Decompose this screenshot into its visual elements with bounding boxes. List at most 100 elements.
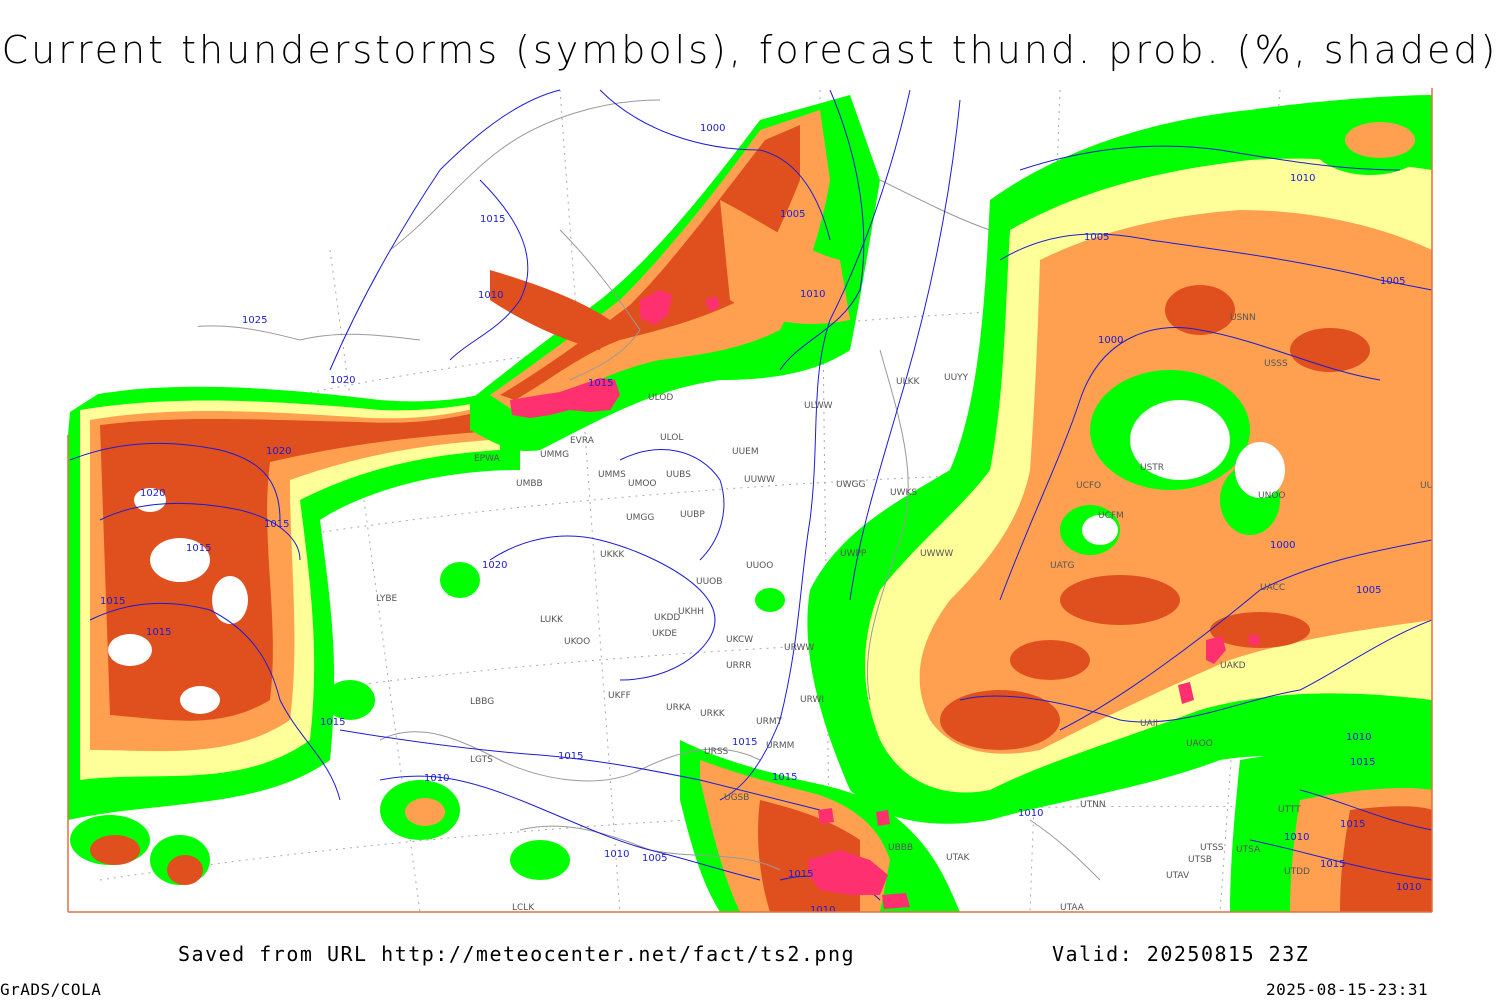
isobar-label: 1000 [1270,540,1295,551]
station-label: URMT [756,717,783,727]
station-label: UATG [1050,561,1075,571]
station-label: USTR [1140,463,1164,473]
station-label: UAII [1140,719,1158,729]
isobar-label: 1015 [264,519,289,530]
station-label: UNOO [1258,491,1286,501]
isobar-label: 1010 [1290,173,1315,184]
isobar-label: 1010 [800,289,825,300]
station-label: UUEM [732,447,759,457]
station-label: UMBB [516,479,543,489]
station-label: UTDD [1284,867,1310,877]
isobar-label: 1015 [320,717,345,728]
station-label: LYBE [376,594,397,604]
station-label: UMOO [628,479,657,489]
station-label: ULOD [648,393,673,403]
prob-east [807,95,1432,824]
station-label: UBBB [888,843,913,853]
isobar-label: 1015 [146,627,171,638]
station-label: UTSB [1188,855,1212,865]
isobar-label: 1010 [1396,882,1421,893]
station-label: ULOL [660,433,683,443]
station-label: EPWA [474,454,501,464]
map-content: 1000 1005 1015 1010 1025 1020 1020 1020 … [68,88,1446,916]
source-url-text: Saved from URL http://meteocenter.net/fa… [178,942,856,966]
generation-timestamp: 2025-08-15-23:31 [1266,980,1429,999]
station-label: UUBP [680,510,705,520]
station-label: UACC [1260,583,1285,593]
station-label: UKKK [600,550,625,560]
isobar-label: 1015 [772,772,797,783]
station-label: UWPP [840,549,867,559]
isobar-label: 1010 [478,290,503,301]
station-label: UGSB [724,793,749,803]
station-label: UMMG [540,450,569,460]
isobar-label: 1005 [780,209,805,220]
station-label: UTAV [1166,871,1190,881]
station-label: USNN [1230,313,1256,323]
station-label: UCFO [1076,481,1101,491]
station-label: URSS [704,747,729,757]
isobar-label: 1015 [100,596,125,607]
isobar-label: 1005 [1356,585,1381,596]
station-label: UTTT [1278,805,1301,815]
isobar-label: 1000 [700,123,725,134]
isobar-label: 1010 [424,773,449,784]
station-label: LUKK [540,615,564,625]
station-label: UUYY [944,373,969,383]
isobar-label: 1015 [732,737,757,748]
isobar-label: 1020 [330,375,355,386]
station-label: EVRA [570,436,595,446]
station-label: UCFM [1098,511,1124,521]
station-label: UKDE [652,629,677,639]
station-label: UTNN [1080,800,1106,810]
station-label: UMGG [626,513,654,523]
isobar-label: 1005 [1380,276,1405,287]
station-label: ULWW [804,401,833,411]
isobar-label: 1010 [1284,832,1309,843]
station-label: UKDD [654,613,680,623]
isobar-label: 1005 [642,853,667,864]
station-label: LCLK [512,903,535,913]
prob-north-band [470,95,880,451]
prob-south [325,562,1432,912]
isobar-label: 1025 [242,315,267,326]
station-label: UKCW [726,635,753,645]
software-credit: GrADS/COLA [0,980,102,999]
isobar-label: 1020 [266,446,291,457]
coastlines [169,99,1101,881]
station-label: USSS [1264,359,1288,369]
isobar-label: 1015 [1350,757,1375,768]
isobar-label: 1015 [788,869,813,880]
station-label: UMMS [598,470,626,480]
isobar-label: 1015 [558,751,583,762]
isobar-label: 1020 [482,560,507,571]
isobar-label: 1015 [186,543,211,554]
station-label: URWW [784,643,814,653]
station-label: UUBB [1420,481,1446,491]
isobar-label: 1010 [604,849,629,860]
station-label: UWWW [920,549,953,559]
station-label: LBBG [470,697,494,707]
map-frame [67,88,1433,913]
station-label: UKFF [608,691,631,701]
thunderstorm-symbols [510,290,1260,909]
isobar-label: 1010 [1346,732,1371,743]
station-label: UKOO [564,637,590,647]
station-label: ULKK [896,377,921,387]
station-labels: ULOD ULOL UUEM ULKK UUYY ULWW UMMS UMOO … [376,313,1446,913]
station-label: UUOO [746,561,773,571]
station-label: UAOO [1186,739,1213,749]
station-label: URMM [766,741,794,751]
station-label: UUWW [744,475,775,485]
station-label: URKA [666,703,692,713]
station-label: UWGG [836,480,865,490]
map-title: Current thunderstorms (symbols), forecas… [1,28,1499,72]
isobar-label: 1005 [1084,232,1109,243]
isobar-label: 1015 [588,378,613,389]
valid-time-text: Valid: 20250815 23Z [1052,942,1310,966]
isobar-label: 1010 [810,905,835,916]
station-label: UAKD [1220,661,1246,671]
station-label: UUOB [696,577,722,587]
prob-west [68,385,520,885]
